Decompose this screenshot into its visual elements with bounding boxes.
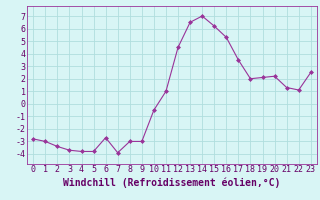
X-axis label: Windchill (Refroidissement éolien,°C): Windchill (Refroidissement éolien,°C)	[63, 177, 281, 188]
